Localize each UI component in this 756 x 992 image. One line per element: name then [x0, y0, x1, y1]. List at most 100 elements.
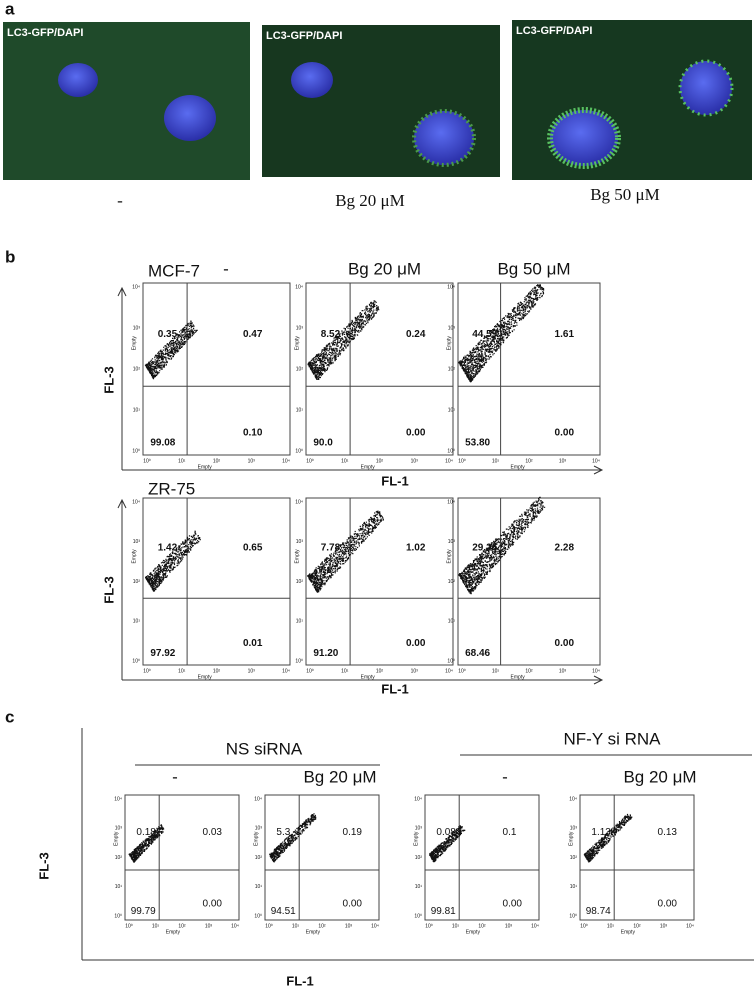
tick-label: 10³: [133, 325, 141, 331]
quadrant-value: 90.0: [313, 438, 333, 449]
tick-label: 10⁰: [458, 458, 466, 464]
tick-label: 10⁰: [132, 448, 140, 454]
scatter-cloud: [145, 530, 201, 592]
tick-label: 10²: [376, 668, 384, 674]
tick-label: 10¹: [296, 407, 304, 413]
quadrant-value: 0.00: [203, 898, 223, 909]
tick-label: 10⁴: [132, 499, 140, 505]
image-overlay: LC3-GFP/DAPI: [266, 30, 342, 42]
image-overlay: LC3-GFP/DAPI: [516, 25, 592, 37]
quadrant-value: 99.81: [431, 906, 456, 917]
tick-label: 10⁴: [114, 796, 122, 802]
tick-label: 10⁰: [414, 913, 422, 919]
tick-label: 10³: [296, 325, 304, 331]
quadrant-value: 97.92: [150, 648, 175, 659]
tick-label: 10¹: [492, 668, 500, 674]
quadrant-value: 0.00: [503, 898, 523, 909]
tick-label: 10⁴: [447, 284, 455, 290]
group-name: NS siRNA: [226, 739, 303, 758]
quadrant-value: 29.26: [472, 543, 497, 554]
plot-frame: [142, 282, 291, 456]
tick-label: 10⁰: [580, 923, 588, 929]
tick-label: 10¹: [152, 923, 160, 929]
tick-label: 10¹: [178, 458, 186, 464]
quadrant-value: 0.19: [343, 827, 363, 838]
axis-label: Empty: [361, 464, 376, 470]
tick-label: 10⁰: [306, 668, 314, 674]
image-caption: Bg 20 μM: [335, 191, 405, 210]
panel-label: c: [5, 707, 14, 726]
quadrant-value: 1.61: [555, 329, 575, 340]
cell-line: ZR-75: [148, 479, 195, 498]
quadrant-value: 0.00: [406, 427, 426, 438]
tick-label: 10²: [178, 923, 186, 929]
tick-label: 10¹: [296, 619, 304, 625]
quadrant-value: 0.01: [243, 638, 263, 649]
condition: -: [502, 767, 508, 786]
tick-label: 10¹: [178, 668, 186, 674]
axis-label: Empty: [511, 674, 526, 680]
quadrant-value: 0.65: [243, 543, 263, 554]
image-caption: -: [117, 191, 123, 210]
tick-label: 10⁰: [132, 658, 140, 664]
image-caption: Bg 50 μM: [590, 185, 660, 204]
tick-label: 10³: [570, 826, 578, 832]
quadrant-value: 0.13: [658, 827, 678, 838]
tick-label: 10³: [248, 458, 256, 464]
tick-label: 10⁴: [371, 923, 379, 929]
tick-label: 10⁴: [445, 458, 453, 464]
axis-title: FL-3: [101, 366, 116, 393]
tick-label: 10³: [448, 539, 456, 545]
quadrant-value: 0.00: [555, 427, 575, 438]
plot-frame: [579, 794, 695, 921]
condition: -: [223, 259, 229, 278]
quadrant-value: 0.1: [503, 827, 517, 838]
tick-label: 10²: [133, 366, 141, 372]
quadrant-value: 44.59: [472, 329, 497, 340]
quadrant-value: 7.78: [321, 543, 341, 554]
tick-label: 10²: [115, 855, 123, 861]
scatter-cloud: [144, 320, 198, 380]
scatter-cloud: [128, 824, 165, 863]
tick-label: 10⁰: [254, 913, 262, 919]
quadrant-value: 0.35: [158, 329, 178, 340]
tick-label: 10¹: [448, 407, 456, 413]
tick-label: 10⁰: [114, 913, 122, 919]
condition: Bg 20 μM: [303, 767, 376, 786]
axis-label: Empty: [113, 831, 119, 846]
scatter-cloud: [583, 813, 633, 863]
tick-label: 10⁴: [414, 796, 422, 802]
tick-label: 10²: [213, 668, 221, 674]
scatter-cloud: [429, 825, 466, 863]
plot-frame: [142, 497, 291, 666]
quadrant-value: 0.00: [555, 638, 575, 649]
scatter-cloud: [307, 510, 384, 593]
axis-label: Empty: [361, 674, 376, 680]
micrographs: [3, 20, 752, 180]
axis-title: FL-3: [36, 852, 51, 879]
tick-label: 10³: [133, 539, 141, 545]
scatter-cloud: [269, 813, 317, 863]
axis-label: Empty: [446, 336, 452, 351]
tick-label: 10²: [318, 923, 326, 929]
panel-label: a: [5, 0, 15, 18]
tick-label: 10²: [255, 855, 263, 861]
tick-label: 10¹: [448, 619, 456, 625]
scatter-cloud: [458, 284, 545, 383]
tick-label: 10³: [296, 539, 304, 545]
axis-label: Empty: [511, 464, 526, 470]
tick-label: 10³: [448, 325, 456, 331]
axis-label: Empty: [198, 674, 213, 680]
plot-frame: [424, 794, 540, 921]
tick-label: 10²: [525, 668, 533, 674]
quadrant-value: 2.28: [555, 543, 575, 554]
tick-label: 10⁰: [447, 658, 455, 664]
tick-label: 10³: [415, 826, 423, 832]
tick-label: 10³: [345, 923, 353, 929]
plot-frame: [124, 794, 240, 921]
tick-label: 10⁴: [295, 499, 303, 505]
tick-label: 10⁰: [295, 658, 303, 664]
condition: -: [172, 767, 178, 786]
tick-label: 10³: [205, 923, 213, 929]
